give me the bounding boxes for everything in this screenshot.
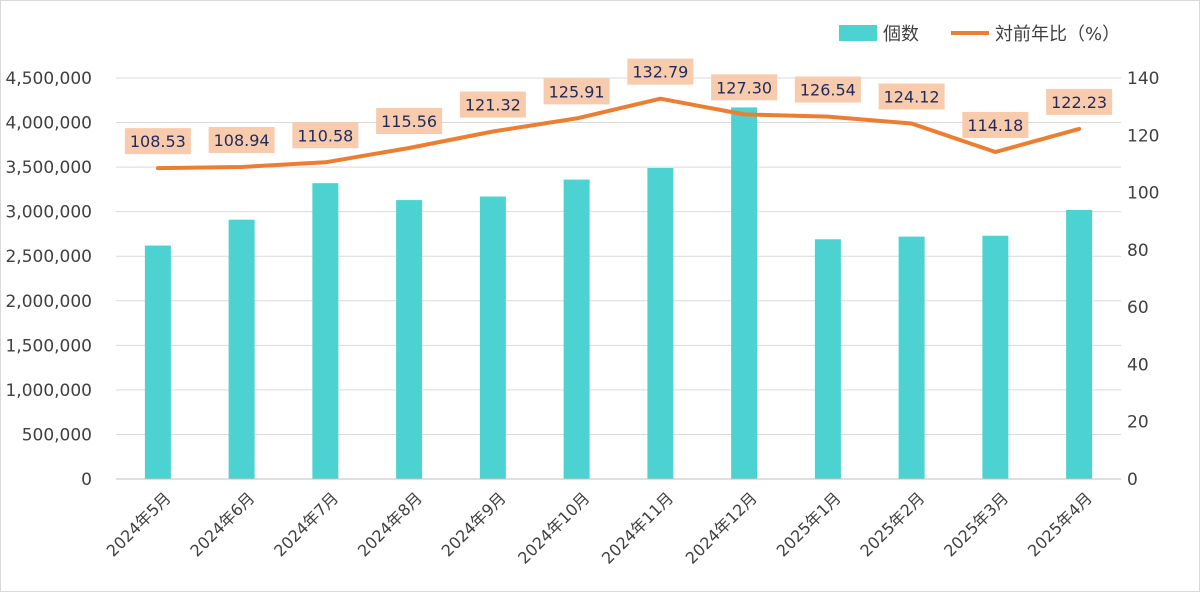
left-axis-tick-labels: 0 500,000 1,000,000 1,500,000 2,000,000 2,500… [5,69,92,490]
line-series [155,96,1082,171]
left-axis-tick-label: 2,500,000 [5,247,92,267]
bar [814,239,841,479]
data-label-box [794,76,861,103]
bar [479,196,506,480]
left-axis-tick-label: 4,000,000 [5,114,92,134]
right-axis-tick-label: 40 [1127,355,1149,375]
bar [731,107,758,479]
data-label-text: 114.18 [967,116,1023,135]
bar [396,200,423,480]
data-label-text: 121.32 [465,96,521,115]
bar [144,245,171,479]
line-data-labels: 108.53 108.94 110.58 115.56 121.32 125.91 132.… [124,58,1113,155]
data-label: 132.79 [627,58,694,85]
data-label-box [962,111,1029,138]
data-label-text: 108.53 [130,132,186,151]
right-axis-tick-label: 60 [1127,298,1149,318]
x-axis-tick-label: 2024年9月 [438,488,510,560]
right-axis-tick-label: 140 [1127,69,1159,89]
data-label-text: 126.54 [800,81,856,100]
data-label-box [292,122,359,149]
data-label-text: 110.58 [297,126,353,145]
left-axis-tick-label: 3,500,000 [5,158,92,178]
x-axis-tick-label: 2024年11月 [598,488,677,567]
bar [898,236,925,479]
data-label: 127.30 [711,74,778,101]
legend-label-line: 対前年比（%） [995,24,1120,45]
data-label-box [1046,88,1113,115]
data-label-box [376,108,443,135]
data-label-text: 115.56 [381,112,437,131]
data-label-text: 127.30 [716,78,772,97]
x-axis-tick-label: 2024年6月 [186,488,258,560]
data-label-text: 132.79 [632,63,688,82]
left-axis-tick-label: 500,000 [22,425,92,445]
data-label: 110.58 [292,122,359,149]
data-label-text: 125.91 [549,82,605,101]
data-label: 108.94 [208,126,275,153]
left-axis-tick-label: 1,000,000 [5,381,92,401]
legend-swatch-bars [839,25,877,41]
right-axis-tick-label: 20 [1127,413,1149,433]
legend-label-bars: 個数 [883,24,919,45]
x-axis-tick-label: 2024年12月 [682,488,761,567]
data-label-box [124,128,191,155]
bar [312,183,339,479]
x-axis-tick-labels: 2024年5月 2024年6月 2024年7月 2024年8月 2024年9月 2024年… [103,488,1096,567]
data-label-box [543,78,610,105]
bar-series [144,107,1093,480]
data-label-box [208,126,275,153]
left-axis-tick-label: 2,000,000 [5,292,92,312]
x-axis-tick-label: 2024年10月 [514,488,593,567]
left-axis-tick-label: 0 [81,470,92,490]
data-label: 114.18 [962,111,1029,138]
x-axis-tick-label: 2025年4月 [1024,488,1096,560]
data-label: 124.12 [878,83,945,110]
gridlines [116,77,1121,435]
right-axis-tick-label: 0 [1127,470,1138,490]
data-label-box [459,91,526,118]
right-axis-tick-label: 120 [1127,126,1159,146]
data-label: 122.23 [1046,88,1113,115]
x-axis-tick-label: 2025年2月 [856,488,928,560]
data-label-text: 108.94 [214,131,270,150]
line-path [155,96,1082,171]
left-axis-tick-label: 1,500,000 [5,336,92,356]
bar [563,179,590,479]
data-label-box [627,58,694,85]
x-axis-tick-label: 2025年1月 [773,488,845,560]
data-label: 108.53 [124,128,191,155]
right-axis-tick-label: 80 [1127,241,1149,261]
bar [982,235,1009,479]
bar [228,219,255,480]
x-axis-tick-label: 2024年5月 [103,488,175,560]
data-label: 121.32 [459,91,526,118]
bar [1066,209,1093,479]
left-axis-tick-label: 3,000,000 [5,203,92,223]
data-label: 115.56 [376,108,443,135]
bar [647,168,674,479]
data-label-text: 122.23 [1051,93,1107,112]
x-axis-tick-label: 2025年3月 [940,488,1012,560]
right-axis-tick-label: 100 [1127,184,1159,204]
right-axis-tick-labels: 0 20 40 60 80 100 120 140 [1127,69,1159,490]
data-label-box [711,74,778,101]
x-axis-tick-label: 2024年8月 [354,488,426,560]
x-axis-tick-label: 2024年7月 [270,488,342,560]
data-label: 125.91 [543,78,610,105]
data-label-box [878,83,945,110]
left-axis-tick-label: 4,500,000 [5,69,92,89]
data-label-text: 124.12 [884,87,940,106]
legend: 個数 対前年比（%） [839,24,1120,45]
data-label: 126.54 [794,76,861,103]
